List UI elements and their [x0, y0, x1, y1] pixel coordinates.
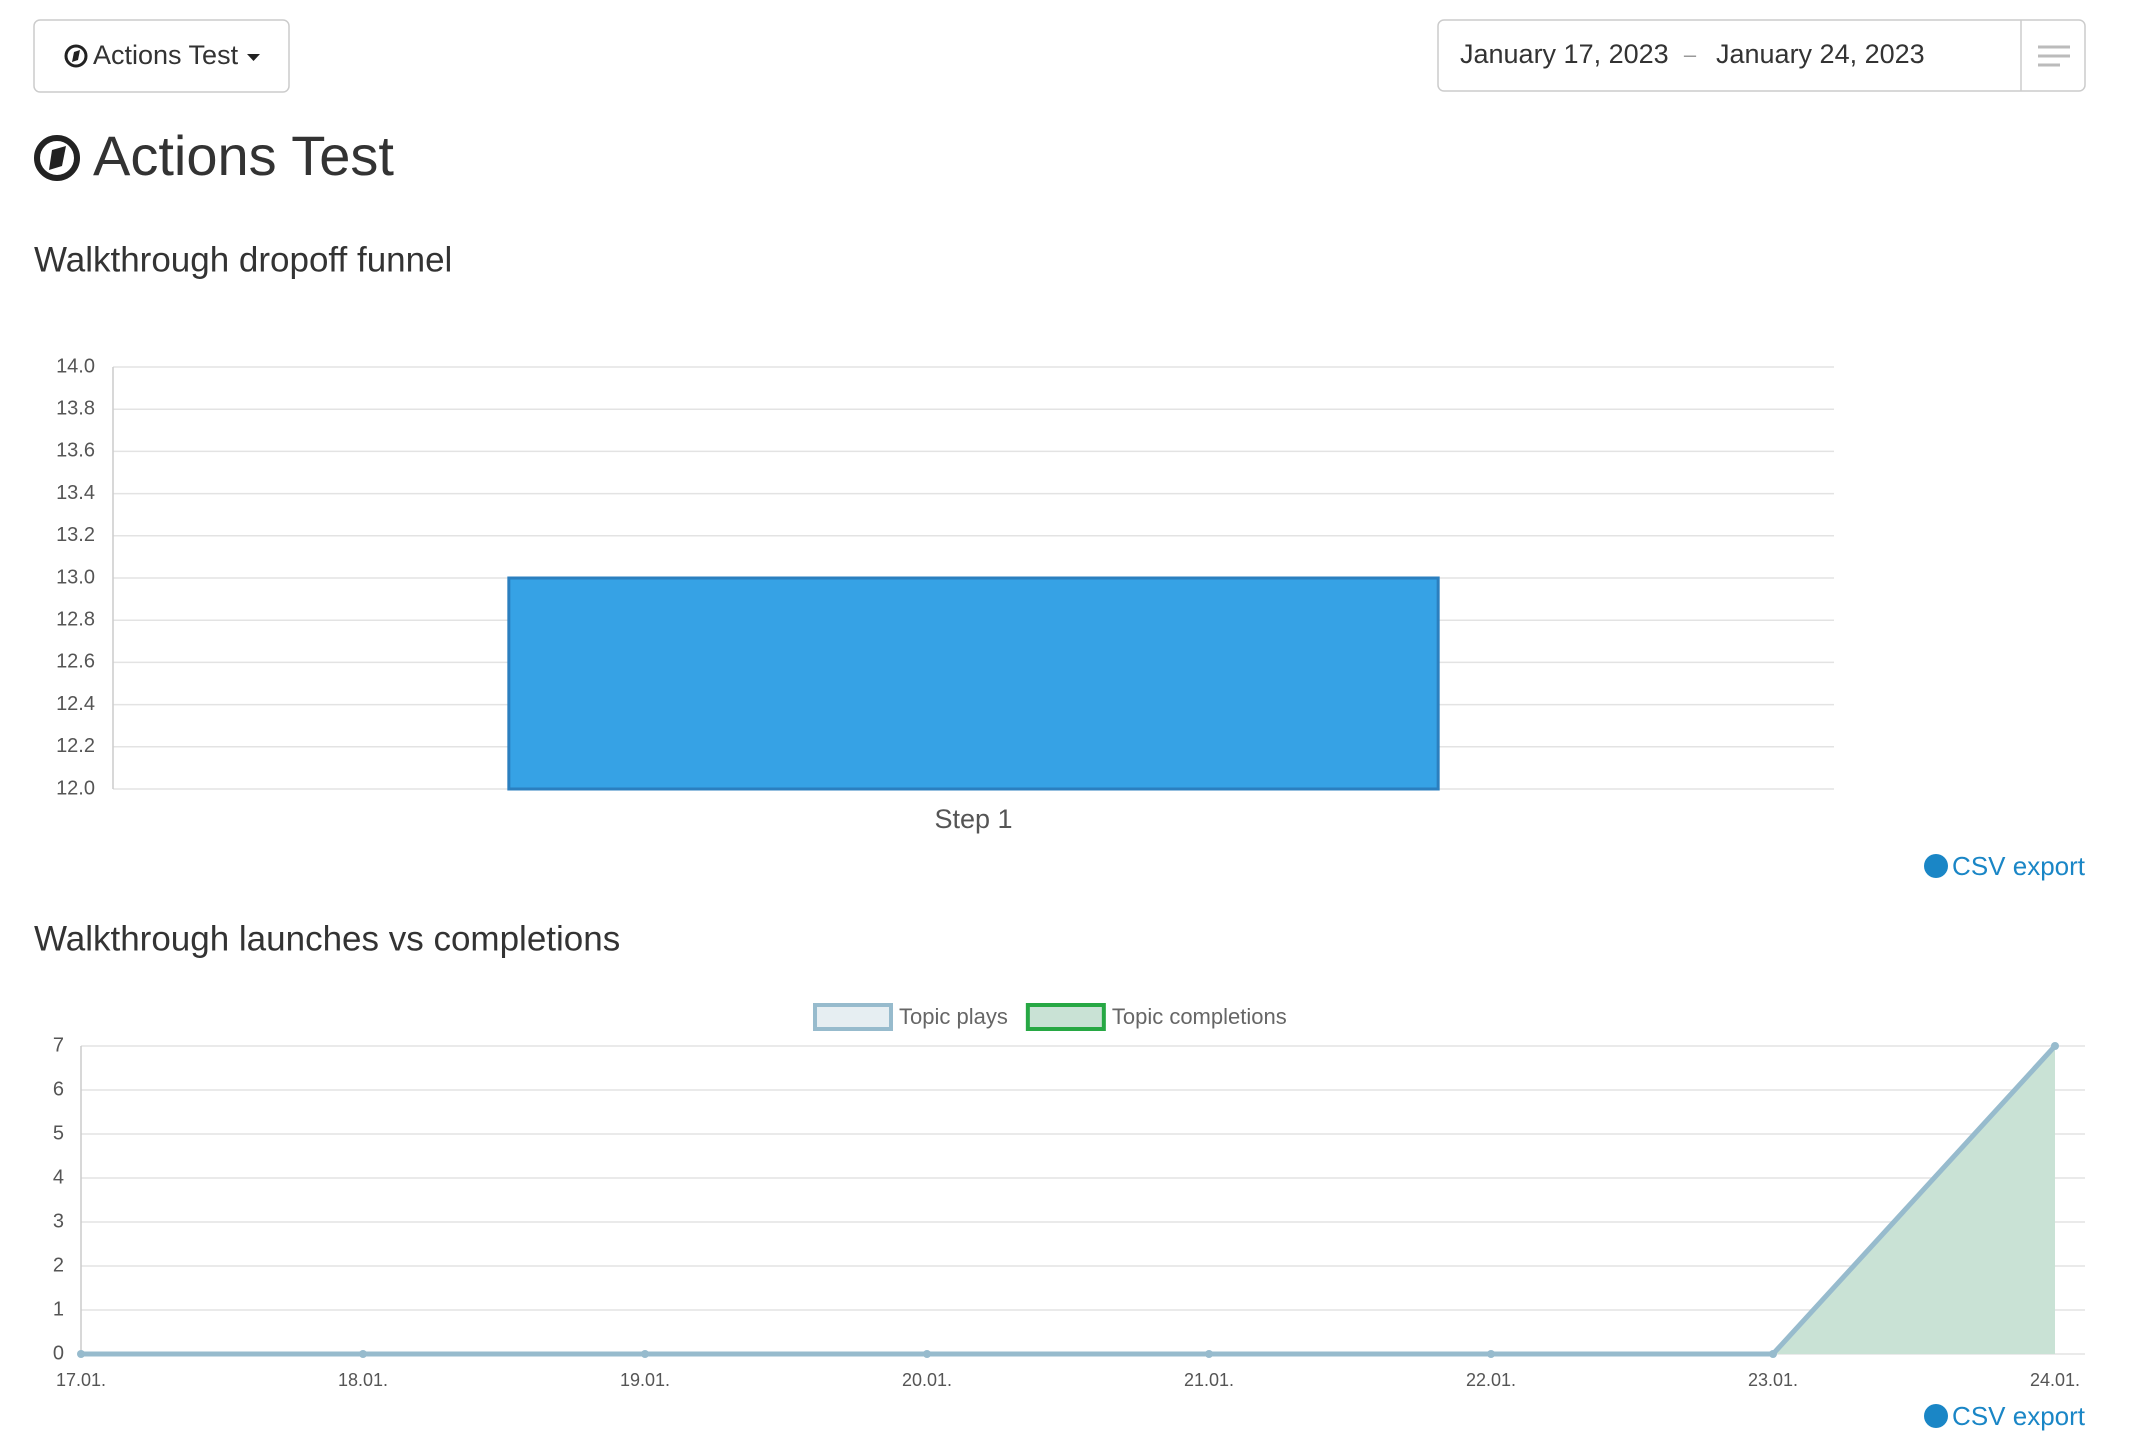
y-tick-label: 13.8: [56, 397, 95, 419]
legend-swatch: [813, 1003, 893, 1031]
y-tick-label: 12.4: [56, 693, 95, 715]
area: [81, 1046, 2055, 1354]
y-tick-label: 13.4: [56, 482, 95, 504]
x-tick-label: 18.01.: [338, 1370, 388, 1390]
y-tick-label: 12.6: [56, 651, 95, 673]
x-tick-label: Step 1: [934, 804, 1012, 834]
x-tick-label: 20.01.: [902, 1370, 952, 1390]
menu-icon[interactable]: [2038, 45, 2070, 67]
csv-export[interactable]: CSV export: [1952, 1401, 2086, 1431]
y-tick-label: 12.2: [56, 735, 95, 757]
y-tick-label: 13.6: [56, 440, 95, 462]
y-tick-label: 6: [53, 1078, 64, 1100]
x-tick-label: 19.01.: [620, 1370, 670, 1390]
point: [1769, 1350, 1777, 1358]
point: [2051, 1042, 2059, 1050]
legend-label: Topic plays: [899, 1004, 1008, 1029]
x-tick-label: 17.01.: [56, 1370, 106, 1390]
point: [641, 1350, 649, 1358]
page-title: Actions Test: [93, 124, 394, 187]
chart-title: Walkthrough launches vs completions: [34, 919, 620, 958]
y-tick-label: 4: [53, 1166, 64, 1188]
x-tick-label: 24.01.: [2030, 1370, 2080, 1390]
x-tick-label: 23.01.: [1748, 1370, 1798, 1390]
x-tick-label: 21.01.: [1184, 1370, 1234, 1390]
caret: [247, 54, 260, 61]
y-tick-label: 12.0: [56, 777, 95, 799]
legend-swatch: [1025, 1003, 1106, 1031]
y-tick-label: 2: [53, 1254, 64, 1276]
date-end: January 24, 2023: [1716, 39, 1925, 69]
point: [77, 1350, 85, 1358]
csv-export[interactable]: CSV export: [1952, 851, 2086, 881]
title-icon-needle: [49, 146, 66, 170]
date-start: January 17, 2023: [1460, 39, 1669, 69]
point: [359, 1350, 367, 1358]
y-tick-label: 14.0: [56, 355, 95, 377]
series-line: [81, 1044, 2057, 1357]
y-tick-label: 0: [53, 1342, 64, 1364]
y-tick-label: 1: [53, 1298, 64, 1320]
date-separator: –: [1684, 42, 1697, 67]
y-tick-label: 5: [53, 1122, 64, 1144]
download-icon: [1924, 854, 1948, 1428]
point: [1487, 1350, 1495, 1358]
compass-icon: [64, 44, 88, 68]
chart-title: Walkthrough dropoff funnel: [34, 240, 452, 279]
y-tick-label: 13.2: [56, 524, 95, 546]
y-tick-label: 7: [53, 1034, 64, 1056]
dropdown-label: Actions Test: [93, 40, 239, 70]
y-tick-label: 12.8: [56, 608, 95, 630]
point: [1205, 1350, 1213, 1358]
x-tick-label: 22.01.: [1466, 1370, 1516, 1390]
y-tick-label: 3: [53, 1210, 64, 1232]
compass-needle: [72, 50, 80, 62]
point: [923, 1350, 931, 1358]
date-range[interactable]: [1437, 19, 2086, 92]
y-tick-label: 13.0: [56, 566, 95, 588]
title-icon: [34, 135, 80, 181]
dropdown-button[interactable]: [33, 19, 290, 93]
bar: [507, 576, 1440, 791]
legend-label: Topic completions: [1112, 1004, 1287, 1029]
